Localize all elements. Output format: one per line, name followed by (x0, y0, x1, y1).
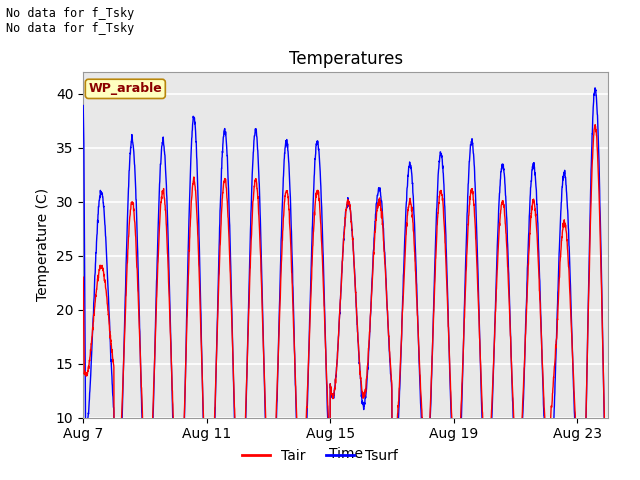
Tair (591, 122, 599, 128)
X-axis label: Time: Time (328, 447, 363, 461)
Tsurf (493, 263, 500, 268)
Text: WP_arable: WP_arable (88, 83, 162, 96)
Line: Tair: Tair (83, 125, 608, 480)
Tair (193, 202, 200, 208)
Tair (120, 337, 128, 343)
Text: No data for f_Tsky: No data for f_Tsky (6, 22, 134, 35)
Tsurf (79, 103, 87, 108)
Tsurf (591, 85, 599, 91)
Y-axis label: Temperature (C): Temperature (C) (36, 188, 51, 301)
Tsurf (120, 329, 128, 335)
Title: Temperatures: Temperatures (289, 49, 403, 68)
Legend: Tair, Tsurf: Tair, Tsurf (236, 443, 404, 468)
Text: No data for f_Tsky: No data for f_Tsky (6, 7, 134, 20)
Tair (368, 290, 376, 296)
Tsurf (186, 195, 193, 201)
Tsurf (193, 146, 200, 152)
Line: Tsurf: Tsurf (83, 88, 608, 480)
Tair (493, 280, 500, 286)
Tair (79, 274, 87, 280)
Tsurf (368, 287, 376, 292)
Tair (186, 237, 193, 242)
